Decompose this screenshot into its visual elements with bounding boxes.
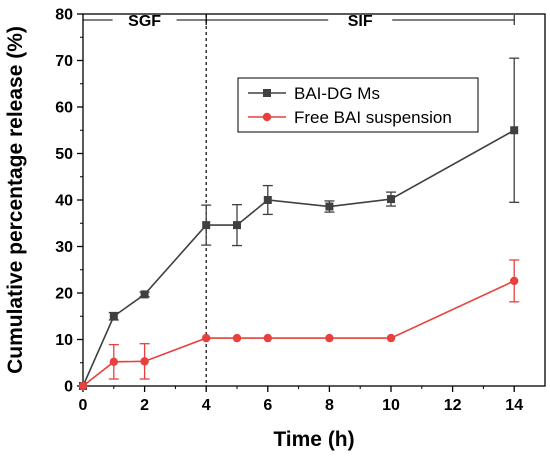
y-tick-label: 0 xyxy=(64,379,73,396)
phase-annotations: SGF SIF xyxy=(82,13,515,386)
y-tick-label: 70 xyxy=(55,53,73,70)
data-point xyxy=(232,333,242,343)
phase-label: SIF xyxy=(348,13,373,30)
x-tick-label: 6 xyxy=(263,397,272,414)
x-tick-label: 0 xyxy=(79,397,88,414)
y-tick-label: 80 xyxy=(55,7,73,24)
y-axis-title: Cumulative percentage release (%) xyxy=(4,26,27,374)
x-axis-title: Time (h) xyxy=(273,428,354,451)
data-point xyxy=(202,221,211,230)
data-point xyxy=(325,333,334,343)
y-tick-label: 30 xyxy=(55,239,73,256)
data-point xyxy=(510,276,519,286)
data-point xyxy=(109,357,119,367)
x-tick-label: 10 xyxy=(382,397,400,414)
chart-legend: BAI-DG Ms Free BAI suspension xyxy=(237,77,479,133)
data-point xyxy=(325,202,334,211)
phase-label: SGF xyxy=(128,13,161,30)
chart-axes: 0 2 4 6 8 10 12 14 0 10 20 30 40 50 60 70 80 xyxy=(55,7,546,414)
data-point xyxy=(233,221,241,230)
plot-frame xyxy=(82,13,546,387)
data-point xyxy=(202,333,211,343)
series-1 xyxy=(79,57,520,390)
x-tick-label: 8 xyxy=(325,397,334,414)
x-tick-label: 12 xyxy=(444,397,462,414)
data-point xyxy=(387,195,395,204)
data-point xyxy=(263,196,272,204)
x-tick-label: 4 xyxy=(202,397,211,414)
data-point xyxy=(386,333,396,343)
y-tick-label: 60 xyxy=(55,100,73,117)
legend-marker xyxy=(262,112,272,122)
data-point xyxy=(263,333,272,343)
data-point xyxy=(140,290,149,299)
legend-box xyxy=(237,77,479,133)
legend-marker xyxy=(263,89,271,97)
data-point xyxy=(510,126,519,135)
data-point xyxy=(109,312,118,321)
y-tick-label: 50 xyxy=(55,146,73,163)
x-tick-label: 2 xyxy=(140,397,149,414)
x-tick-label: 14 xyxy=(505,397,523,414)
series-line xyxy=(82,129,515,387)
plot-area xyxy=(78,57,520,391)
data-point xyxy=(140,357,149,366)
y-tick-label: 20 xyxy=(55,286,73,303)
y-tick-label: 40 xyxy=(55,193,73,210)
legend-label: Free BAI suspension xyxy=(294,108,452,127)
series-2 xyxy=(78,259,520,391)
y-tick-label: 10 xyxy=(55,332,73,349)
legend-label: BAI-DG Ms xyxy=(294,84,380,103)
data-point xyxy=(78,381,88,391)
